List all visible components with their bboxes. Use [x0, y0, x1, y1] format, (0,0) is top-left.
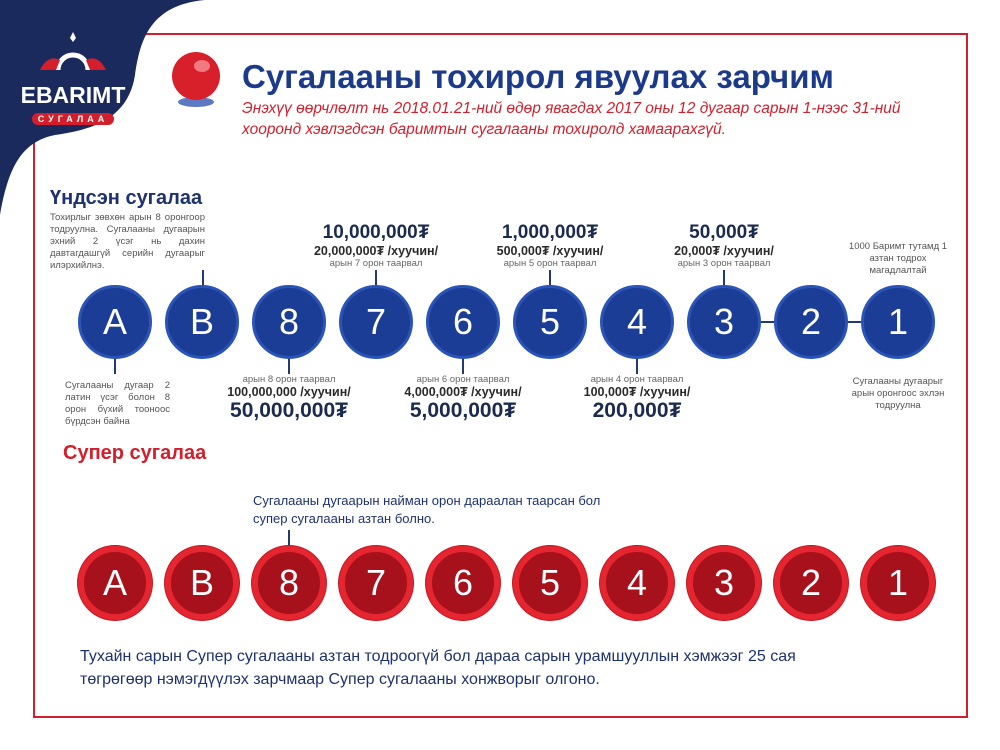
- prize-old-amount: 20,000,000₮ /хуучин/: [313, 244, 439, 258]
- note-bottom-left: Сугалааны дугаар 2 латин үсэг болон 8 ор…: [65, 380, 170, 427]
- ball-7: 7: [339, 546, 413, 620]
- ball-7: 7: [339, 285, 413, 359]
- page-subtitle: Энэхүү өөрчлөлт нь 2018.01.21-ний өдөр я…: [242, 100, 901, 138]
- prize-condition: арын 5 орон таарвал: [503, 258, 597, 269]
- prize-6-digits: арын 6 орон таарвал 4,000,000₮ /хуучин/ …: [378, 374, 548, 423]
- logo-text: EBARIMT: [20, 82, 126, 108]
- ball-3: 3: [687, 285, 761, 359]
- ball-4: 4: [600, 546, 674, 620]
- ball-1: 1: [861, 285, 935, 359]
- prize-old-amount: 500,000₮ /хуучин/: [496, 244, 604, 258]
- prize-amount: 10,000,000₮: [322, 222, 430, 243]
- footer-note: Тухайн сарын Супер сугалааны азтан тодро…: [80, 648, 796, 688]
- prize-condition: арын 3 орон таарвал: [677, 258, 771, 269]
- prize-7-digits: 10,000,000₮ 20,000,000₮ /хуучин/ арын 7 …: [291, 222, 461, 269]
- ball-a: A: [78, 285, 152, 359]
- connector: [375, 270, 377, 290]
- connector: [202, 270, 204, 290]
- ebarimt-logo: EBARIMT СУГАЛАА: [18, 30, 128, 127]
- ball-b: B: [165, 285, 239, 359]
- ball-6: 6: [426, 546, 500, 620]
- ball-5: 5: [513, 546, 587, 620]
- prize-condition: арын 6 орон таарвал: [416, 374, 510, 385]
- prize-amount: 1,000,000₮: [501, 222, 599, 243]
- connector: [114, 356, 116, 374]
- ball-2: 2: [774, 546, 848, 620]
- ball-5: 5: [513, 285, 587, 359]
- connector: [288, 530, 290, 548]
- super-lottery-heading: Супер сугалаа: [63, 442, 207, 464]
- connector: [549, 270, 551, 290]
- page-frame: [33, 33, 968, 718]
- prize-condition: арын 8 орон таарвал: [242, 374, 336, 385]
- prize-old-amount: 100,000₮ /хуучин/: [583, 385, 691, 399]
- prize-amount: 200,000₮: [592, 399, 682, 422]
- prize-3-digits: 50,000₮ 20,000₮ /хуучин/ арын 3 орон таа…: [639, 222, 809, 269]
- ball-2: 2: [774, 285, 848, 359]
- note-top-left: Тохирлыг зөвхөн арын 8 оронгоор тодруулн…: [50, 212, 205, 271]
- prize-old-amount: 100,000,000 /хуучин/: [227, 385, 351, 399]
- connector: [462, 356, 464, 374]
- logo-subtext: СУГАЛАА: [31, 113, 115, 125]
- prize-condition: арын 7 орон таарвал: [329, 258, 423, 269]
- main-lottery-heading: Үндсэн сугалаа: [50, 187, 203, 209]
- ball-b: B: [165, 546, 239, 620]
- note-top-right: 1000 Баримт тутамд 1 азтан тодрох магадл…: [848, 241, 948, 276]
- corner-decoration: [0, 0, 205, 215]
- connector: [636, 356, 638, 374]
- ball-a: A: [78, 546, 152, 620]
- prize-5-digits: 1,000,000₮ 500,000₮ /хуучин/ арын 5 орон…: [465, 222, 635, 269]
- note-bottom-right: Сугалааны дугаарыг арын оронгоос эхлэн т…: [851, 376, 945, 411]
- super-lottery-note: Сугалааны дугаарын найман орон дараалан …: [253, 493, 601, 526]
- page-title: Сугалааны тохирол явуулах зарчим: [242, 58, 834, 95]
- prize-amount: 50,000,000₮: [230, 399, 348, 422]
- connector: [723, 270, 725, 290]
- ball-3: 3: [687, 546, 761, 620]
- ball-8: 8: [252, 546, 326, 620]
- logo-emblem-icon: [40, 32, 106, 71]
- red-ball-icon: [172, 52, 220, 107]
- prize-old-amount: 4,000,000₮ /хуучин/: [404, 385, 522, 399]
- prize-8-digits: арын 8 орон таарвал 100,000,000 /хуучин/…: [204, 374, 374, 423]
- prize-old-amount: 20,000₮ /хуучин/: [674, 244, 774, 258]
- prize-amount: 50,000₮: [689, 222, 759, 243]
- prize-amount: 5,000,000₮: [409, 399, 517, 422]
- ball-6: 6: [426, 285, 500, 359]
- ball-1: 1: [861, 546, 935, 620]
- ball-4: 4: [600, 285, 674, 359]
- prize-4-digits: арын 4 орон таарвал 100,000₮ /хуучин/ 20…: [552, 374, 722, 423]
- prize-condition: арын 4 орон таарвал: [590, 374, 684, 385]
- ball-8: 8: [252, 285, 326, 359]
- connector: [288, 356, 290, 374]
